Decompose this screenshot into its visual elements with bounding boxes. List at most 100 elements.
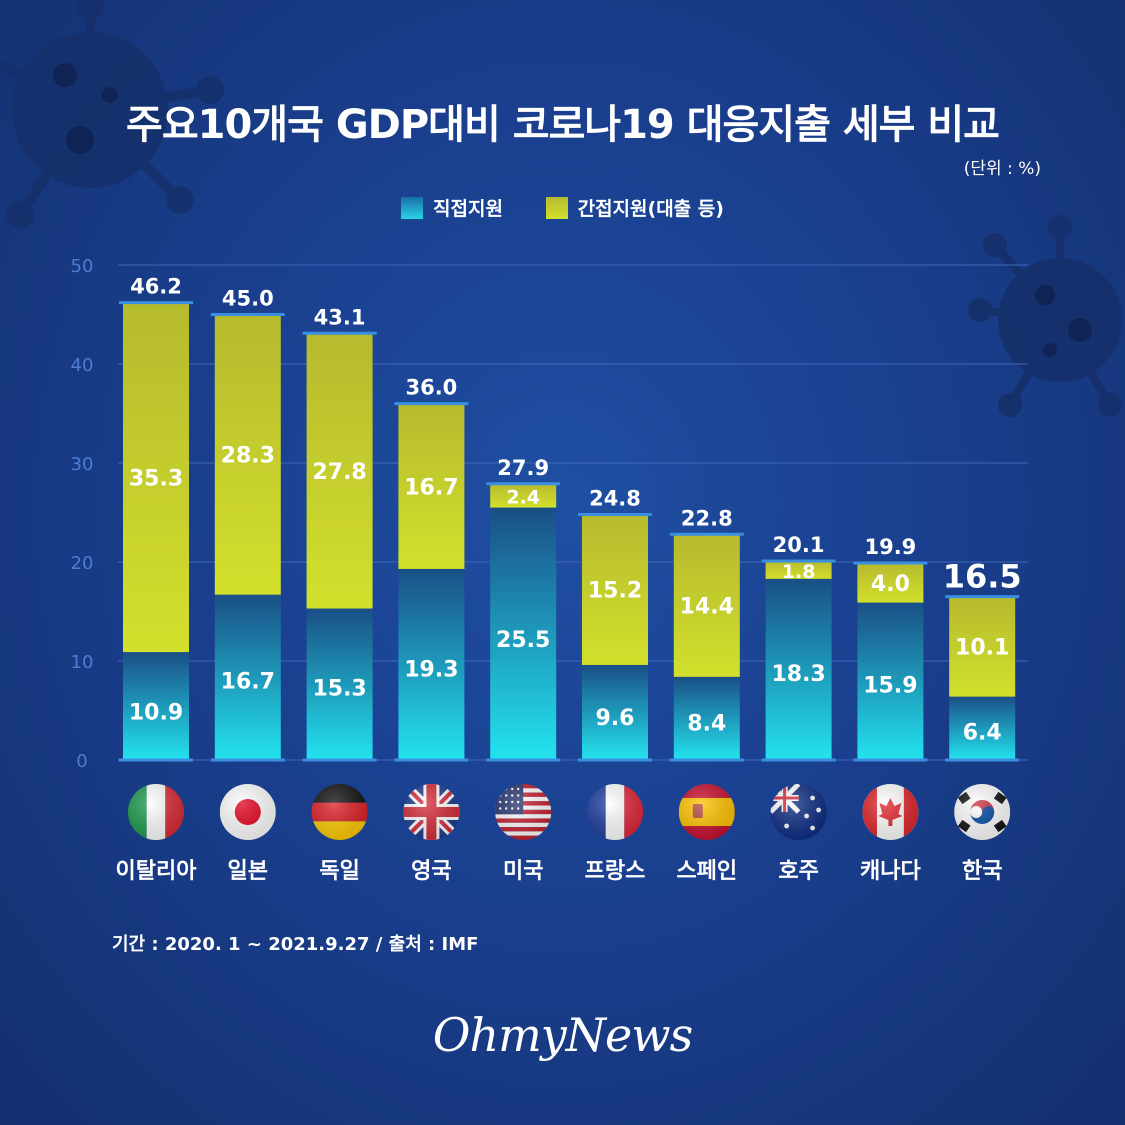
country-name: 한국 xyxy=(962,859,1002,884)
total-label: 45.0 xyxy=(222,287,274,311)
bar-group: 16.5 6.4 10.1 xyxy=(943,558,1022,762)
country-name: 캐나다 xyxy=(860,859,921,884)
indirect-value-label: 4.0 xyxy=(871,572,910,597)
direct-value-label: 9.6 xyxy=(596,706,635,731)
bar-group: 43.1 15.3 27.8 xyxy=(302,305,377,762)
france-flag-icon xyxy=(587,784,643,840)
bar-direct xyxy=(857,602,924,760)
bar-direct xyxy=(123,652,189,760)
canada-flag-icon xyxy=(862,784,919,840)
bar-group: 46.2 10.9 35.3 xyxy=(119,275,193,762)
direct-value-label: 18.3 xyxy=(771,662,825,687)
direct-value-label: 6.4 xyxy=(963,720,1002,745)
legend-swatch-indirect xyxy=(545,197,568,219)
country-name: 일본 xyxy=(228,859,268,884)
bar-group: 27.9 25.5 2.4 xyxy=(486,456,561,762)
spain-flag-icon xyxy=(678,784,735,840)
bar-indirect xyxy=(398,403,465,569)
y-tick-label: 20 xyxy=(71,553,94,574)
indirect-value-label: 2.4 xyxy=(506,487,540,509)
total-label: 24.8 xyxy=(589,486,641,510)
direct-value-label: 19.3 xyxy=(404,657,458,682)
legend-label-direct: 직접지원 xyxy=(433,198,503,220)
bar-direct xyxy=(949,696,1016,760)
country-name: 스페인 xyxy=(676,859,737,884)
y-tick-label: 10 xyxy=(71,652,94,673)
bar-direct xyxy=(673,676,740,760)
bar-indirect xyxy=(765,561,832,579)
direct-value-label: 16.7 xyxy=(221,670,275,695)
bar-direct xyxy=(490,507,557,760)
legend-label-indirect: 간접지원(대출 등) xyxy=(577,198,724,220)
total-label: 16.5 xyxy=(943,558,1022,596)
total-label: 19.9 xyxy=(864,535,916,559)
bar-indirect xyxy=(857,562,924,603)
indirect-value-label: 16.7 xyxy=(404,475,458,500)
bar-indirect xyxy=(949,596,1016,697)
country-name: 호주 xyxy=(778,859,818,884)
australia-flag-icon xyxy=(770,784,827,840)
direct-value-label: 25.5 xyxy=(496,628,550,653)
indirect-value-label: 28.3 xyxy=(221,444,275,469)
country-name: 프랑스 xyxy=(585,859,646,884)
footnote: 기간 : 2020. 1 ~ 2021.9.27 / 출처 : IMF xyxy=(112,934,479,955)
bar-indirect xyxy=(490,483,557,508)
legend-item-indirect: 간접지원(대출 등) xyxy=(545,194,724,221)
bar-group: 22.8 8.4 14.4 xyxy=(669,506,744,762)
legend: 직접지원 간접지원(대출 등) xyxy=(0,194,1125,221)
indirect-value-label: 10.1 xyxy=(955,636,1009,661)
bar-indirect xyxy=(123,302,189,653)
total-label: 36.0 xyxy=(405,376,457,400)
indirect-value-label: 1.8 xyxy=(782,561,816,583)
ohmynews-logo: OhmyNews xyxy=(432,1008,693,1062)
y-tick-label: 50 xyxy=(71,256,94,277)
bar-indirect xyxy=(673,534,740,677)
bar-direct xyxy=(214,594,281,760)
unit-label: (단위 : %) xyxy=(963,159,1041,179)
indirect-value-label: 27.8 xyxy=(312,460,366,485)
total-label: 27.9 xyxy=(497,456,549,480)
stacked-bar-chart: 0 10 20 30 40 50 46.2 10.9 35.3 45.0 16.7 28.3 43.1… xyxy=(70,256,1028,884)
indirect-value-label: 14.4 xyxy=(680,595,734,620)
bar-indirect xyxy=(306,333,373,609)
legend-swatch-direct xyxy=(401,197,424,219)
germany-flag-icon xyxy=(311,784,368,840)
y-tick-label: 0 xyxy=(76,751,87,772)
bar-group: 24.8 9.6 15.2 xyxy=(578,486,652,762)
indirect-value-label: 35.3 xyxy=(129,466,183,491)
total-label: 22.8 xyxy=(681,506,733,530)
bar-indirect xyxy=(582,514,648,665)
usa-flag-icon xyxy=(495,784,552,840)
virus-icon xyxy=(0,0,224,229)
direct-value-label: 15.3 xyxy=(312,676,366,701)
bar-group: 45.0 16.7 28.3 xyxy=(210,287,285,762)
japan-flag-icon xyxy=(219,784,276,840)
bar-group: 20.1 18.3 1.8 xyxy=(761,533,836,762)
country-name: 영국 xyxy=(411,859,451,884)
korea-flag-icon xyxy=(954,784,1011,840)
virus-icon xyxy=(968,215,1122,417)
bar-direct xyxy=(306,608,373,760)
bar-group: 36.0 19.3 16.7 xyxy=(394,376,469,762)
indirect-value-label: 15.2 xyxy=(588,579,642,604)
direct-value-label: 8.4 xyxy=(687,712,726,737)
bar-direct xyxy=(398,568,465,760)
y-tick-label: 30 xyxy=(71,454,94,475)
total-label: 46.2 xyxy=(130,275,182,299)
direct-value-label: 15.9 xyxy=(863,673,917,698)
bar-indirect xyxy=(214,314,281,595)
bar-group: 19.9 15.9 4.0 xyxy=(853,535,928,762)
italy-flag-icon xyxy=(128,784,184,840)
uk-flag-icon xyxy=(403,784,460,840)
direct-value-label: 10.9 xyxy=(129,700,183,725)
total-label: 20.1 xyxy=(773,533,825,557)
country-name: 독일 xyxy=(319,859,359,884)
chart-title: 주요10개국 GDP대비 코로나19 대응지출 세부 비교 xyxy=(126,102,1000,148)
total-label: 43.1 xyxy=(314,305,366,329)
bar-direct xyxy=(582,664,648,760)
legend-item-direct: 직접지원 xyxy=(401,194,503,221)
bar-direct xyxy=(765,578,832,760)
country-name: 이탈리아 xyxy=(116,859,198,884)
y-tick-label: 40 xyxy=(71,355,94,376)
